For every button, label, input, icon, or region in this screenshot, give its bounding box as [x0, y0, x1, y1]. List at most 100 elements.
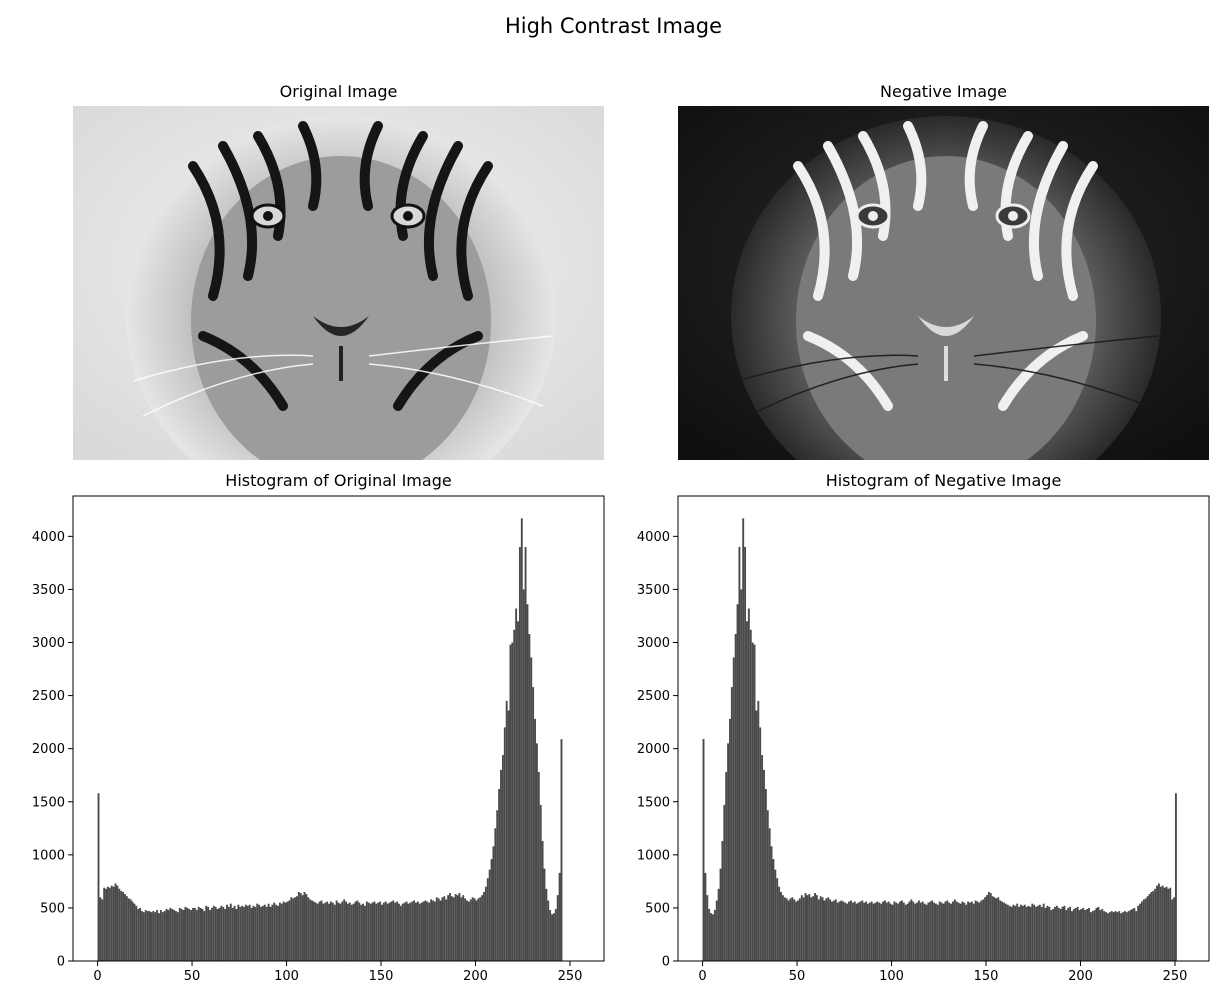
y-tick-label: 1500: [32, 795, 65, 810]
histogram-bar: [243, 907, 245, 961]
histogram-bar: [292, 898, 294, 961]
histogram-bar: [1018, 907, 1020, 961]
histogram-bar: [173, 910, 175, 961]
histogram-bar: [311, 900, 313, 961]
histogram-bar: [215, 907, 217, 961]
histogram-bar: [1056, 906, 1058, 961]
histogram-bar: [266, 907, 268, 961]
histogram-bar: [496, 810, 498, 961]
histogram-bar: [544, 869, 546, 961]
histogram-bar: [1103, 911, 1105, 961]
histogram-bar: [304, 892, 306, 961]
histogram-bars: [98, 518, 563, 961]
histogram-bar: [793, 899, 795, 961]
histogram-bar: [109, 888, 111, 961]
histogram-bar: [977, 902, 979, 961]
histogram-bar: [396, 902, 398, 961]
histogram-bar: [183, 910, 185, 961]
histogram-bar: [466, 900, 468, 961]
histogram-bar: [559, 873, 561, 961]
histogram-bar: [837, 903, 839, 961]
histogram-bar: [1024, 905, 1026, 961]
histogram-bar: [428, 903, 430, 961]
histogram-bar: [135, 906, 137, 961]
histogram-bar: [791, 897, 793, 961]
histogram-bar: [441, 897, 443, 961]
histogram-bar: [733, 657, 735, 961]
histogram-bar: [933, 903, 935, 961]
histogram-bar: [528, 634, 530, 961]
y-tick-label: 0: [57, 955, 65, 970]
histogram-bar: [924, 904, 926, 961]
histogram-bar: [402, 904, 404, 961]
histogram-bar: [886, 903, 888, 961]
histogram-bar: [511, 643, 513, 961]
histogram-bar: [778, 887, 780, 961]
histogram-bar: [1033, 905, 1035, 961]
histogram-bar: [426, 902, 428, 961]
histogram-bar: [254, 907, 256, 961]
histogram-bar: [999, 900, 1001, 961]
x-tick-label: 250: [1163, 969, 1188, 984]
histogram-bar: [752, 643, 754, 961]
histogram-bar: [302, 895, 304, 961]
histogram-bar: [931, 900, 933, 961]
y-tick-label: 500: [645, 901, 670, 916]
histogram-bar: [1101, 909, 1103, 961]
histogram-bar: [1077, 907, 1079, 961]
histogram-bar: [718, 889, 720, 961]
histogram-bar: [181, 909, 183, 961]
histogram-bar: [494, 828, 496, 961]
histogram-bar: [737, 604, 739, 961]
histogram-bar: [899, 902, 901, 961]
histogram-bar: [288, 900, 290, 961]
histogram-bar: [336, 900, 338, 961]
histogram-bar: [447, 895, 449, 961]
histogram-bar: [258, 905, 260, 961]
x-tick-label: 150: [974, 969, 999, 984]
histogram-bar: [939, 902, 941, 961]
histogram-bar: [720, 869, 722, 961]
histogram-bar: [438, 898, 440, 961]
histogram-bar: [1130, 910, 1132, 961]
y-tick-label: 3000: [637, 636, 670, 651]
histogram-bar: [130, 899, 132, 961]
histogram-bar: [859, 902, 861, 961]
histogram-bar: [167, 910, 169, 961]
histogram-bar: [789, 898, 791, 961]
histogram-bar: [517, 621, 519, 961]
histogram-bar: [863, 903, 865, 961]
histogram-bar: [160, 910, 162, 961]
histogram-bar: [1037, 906, 1039, 961]
histogram-bar: [449, 893, 451, 961]
histogram-bar: [538, 772, 540, 961]
histogram-bar: [557, 895, 559, 961]
histogram-bar: [1035, 907, 1037, 961]
histogram-bar: [801, 895, 803, 961]
histogram-bar: [115, 884, 117, 962]
histogram-bar: [147, 911, 149, 961]
histogram-bar: [1062, 907, 1064, 961]
histogram-bar: [281, 904, 283, 961]
histogram-bar: [820, 896, 822, 961]
histogram-bar: [1005, 904, 1007, 961]
histogram-bar: [103, 888, 105, 961]
histogram-bar: [1029, 907, 1031, 961]
original-image-panel: [73, 106, 604, 460]
histogram-bar: [525, 547, 527, 961]
histogram-bar: [315, 903, 317, 961]
negative-image-panel: [678, 106, 1209, 460]
histogram-bar: [952, 902, 954, 961]
histogram-bar: [164, 911, 166, 961]
histogram-bar: [742, 518, 744, 961]
histogram-bar: [309, 899, 311, 961]
histogram-bar: [440, 900, 442, 961]
histogram-bar: [1118, 911, 1120, 961]
histogram-bar: [271, 905, 273, 961]
histogram-bar: [489, 870, 491, 961]
histogram-bar: [818, 899, 820, 961]
histogram-bar: [848, 902, 850, 961]
histogram-bar: [443, 896, 445, 961]
histogram-bar: [169, 908, 171, 961]
histogram-bar: [1011, 907, 1013, 961]
